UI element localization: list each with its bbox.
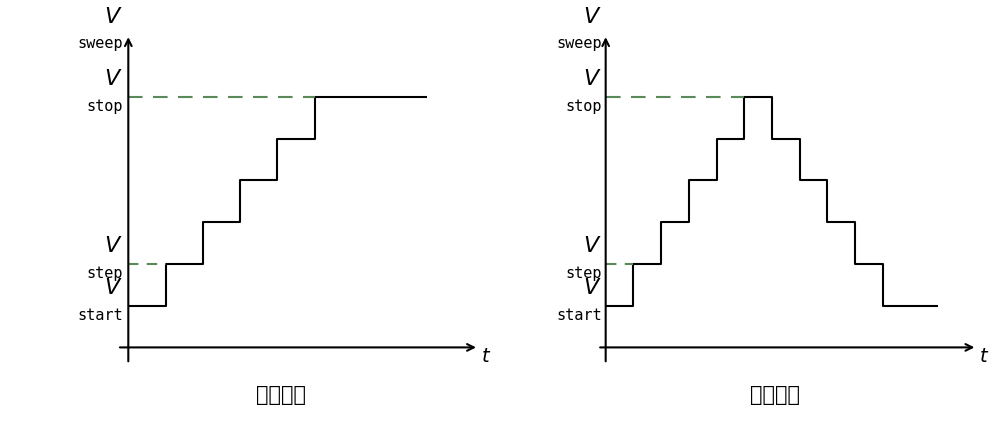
Text: $\mathit{V}$: $\mathit{V}$ [104, 236, 123, 256]
Text: $\mathit{V}$: $\mathit{V}$ [104, 7, 123, 27]
Text: step: step [565, 266, 602, 281]
Text: $\mathit{V}$: $\mathit{V}$ [583, 7, 602, 27]
Text: 双向扫描: 双向扫描 [750, 385, 800, 405]
Text: start: start [77, 308, 123, 323]
Text: $\mathit{V}$: $\mathit{V}$ [583, 236, 602, 256]
Text: 单项扫描: 单项扫描 [256, 385, 306, 405]
Text: $\mathit{t}$: $\mathit{t}$ [481, 347, 491, 366]
Text: stop: stop [565, 99, 602, 114]
Text: $\mathit{t}$: $\mathit{t}$ [979, 347, 989, 366]
Text: $\mathit{V}$: $\mathit{V}$ [583, 278, 602, 298]
Text: $\mathit{V}$: $\mathit{V}$ [583, 69, 602, 89]
Text: sweep: sweep [556, 37, 602, 51]
Text: sweep: sweep [77, 37, 123, 51]
Text: start: start [556, 308, 602, 323]
Text: $\mathit{V}$: $\mathit{V}$ [104, 69, 123, 89]
Text: stop: stop [86, 99, 123, 114]
Text: $\mathit{V}$: $\mathit{V}$ [104, 278, 123, 298]
Text: step: step [86, 266, 123, 281]
